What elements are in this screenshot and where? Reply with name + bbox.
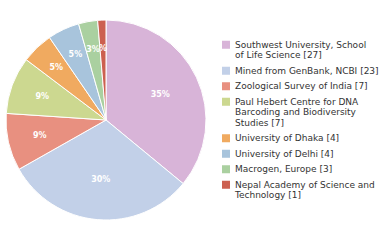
data-label: 9% (35, 92, 49, 101)
data-labels: 35%30%9%9%5%5%3%% (33, 44, 170, 185)
legend-label-line: Studies [7] (235, 118, 284, 128)
data-label: % (99, 44, 107, 53)
pie-slice (19, 120, 183, 220)
legend-item: Paul Hebert Centre for DNABarcoding and … (222, 97, 359, 128)
pie-slice (6, 113, 106, 169)
legend-label-line: Mined from GenBank, NCBI [23] (235, 66, 379, 76)
chart: 35%30%9%9%5%5%3%%Southwest University, S… (0, 0, 380, 240)
legend-label: Nepal Academy of Science andTechnology [… (234, 180, 375, 201)
data-label: 9% (33, 131, 47, 140)
legend-label: Southwest University, Schoolof Life Scie… (235, 40, 366, 61)
legend-item: Southwest University, Schoolof Life Scie… (222, 40, 366, 61)
legend-item: Mined from GenBank, NCBI [23] (222, 66, 379, 76)
legend-label-line: Paul Hebert Centre for DNA (235, 97, 359, 107)
legend-swatch (222, 150, 230, 158)
legend-label: University of Dhaka [4] (235, 133, 339, 143)
pie-slice (98, 20, 106, 120)
legend-item: University of Dhaka [4] (222, 133, 339, 143)
legend-label-line: University of Dhaka [4] (235, 133, 339, 143)
legend-swatch (222, 82, 230, 90)
pie-slice (79, 20, 106, 120)
legend-item: Macrogen, Europe [3] (222, 164, 332, 174)
legend-label: Zoological Survey of India [7] (235, 81, 368, 91)
data-label: 35% (151, 90, 170, 99)
legend-label: Mined from GenBank, NCBI [23] (235, 66, 379, 76)
legend-label-line: Macrogen, Europe [3] (235, 164, 332, 174)
legend-swatch (222, 98, 230, 106)
pie (6, 20, 206, 220)
legend-swatch (222, 134, 230, 142)
legend-label-line: Nepal Academy of Science and (235, 180, 375, 190)
data-label: 5% (69, 50, 83, 59)
legend-item: Nepal Academy of Science andTechnology [… (222, 180, 375, 201)
legend-item: Zoological Survey of India [7] (222, 81, 368, 91)
legend-label-line: of Life Science [27] (235, 50, 322, 60)
legend-item: University of Delhi [4] (222, 149, 334, 159)
data-label: 30% (91, 175, 110, 184)
legend-swatch (222, 41, 230, 49)
data-label: 3% (86, 45, 100, 54)
legend-label-line: Southwest University, School (235, 40, 366, 50)
legend-swatch (222, 67, 230, 75)
legend: Southwest University, Schoolof Life Scie… (222, 40, 379, 201)
legend-label: University of Delhi [4] (235, 149, 334, 159)
legend-swatch (222, 165, 230, 173)
legend-label: Paul Hebert Centre for DNABarcoding and … (235, 97, 359, 128)
legend-swatch (222, 181, 230, 189)
data-label: 5% (49, 63, 63, 72)
legend-label-line: Zoological Survey of India [7] (235, 81, 368, 91)
legend-label: Macrogen, Europe [3] (235, 164, 332, 174)
legend-label-line: University of Delhi [4] (235, 149, 334, 159)
legend-label-line: Technology [1] (234, 190, 301, 200)
legend-label-line: Barcoding and Biodiversity (235, 107, 357, 117)
